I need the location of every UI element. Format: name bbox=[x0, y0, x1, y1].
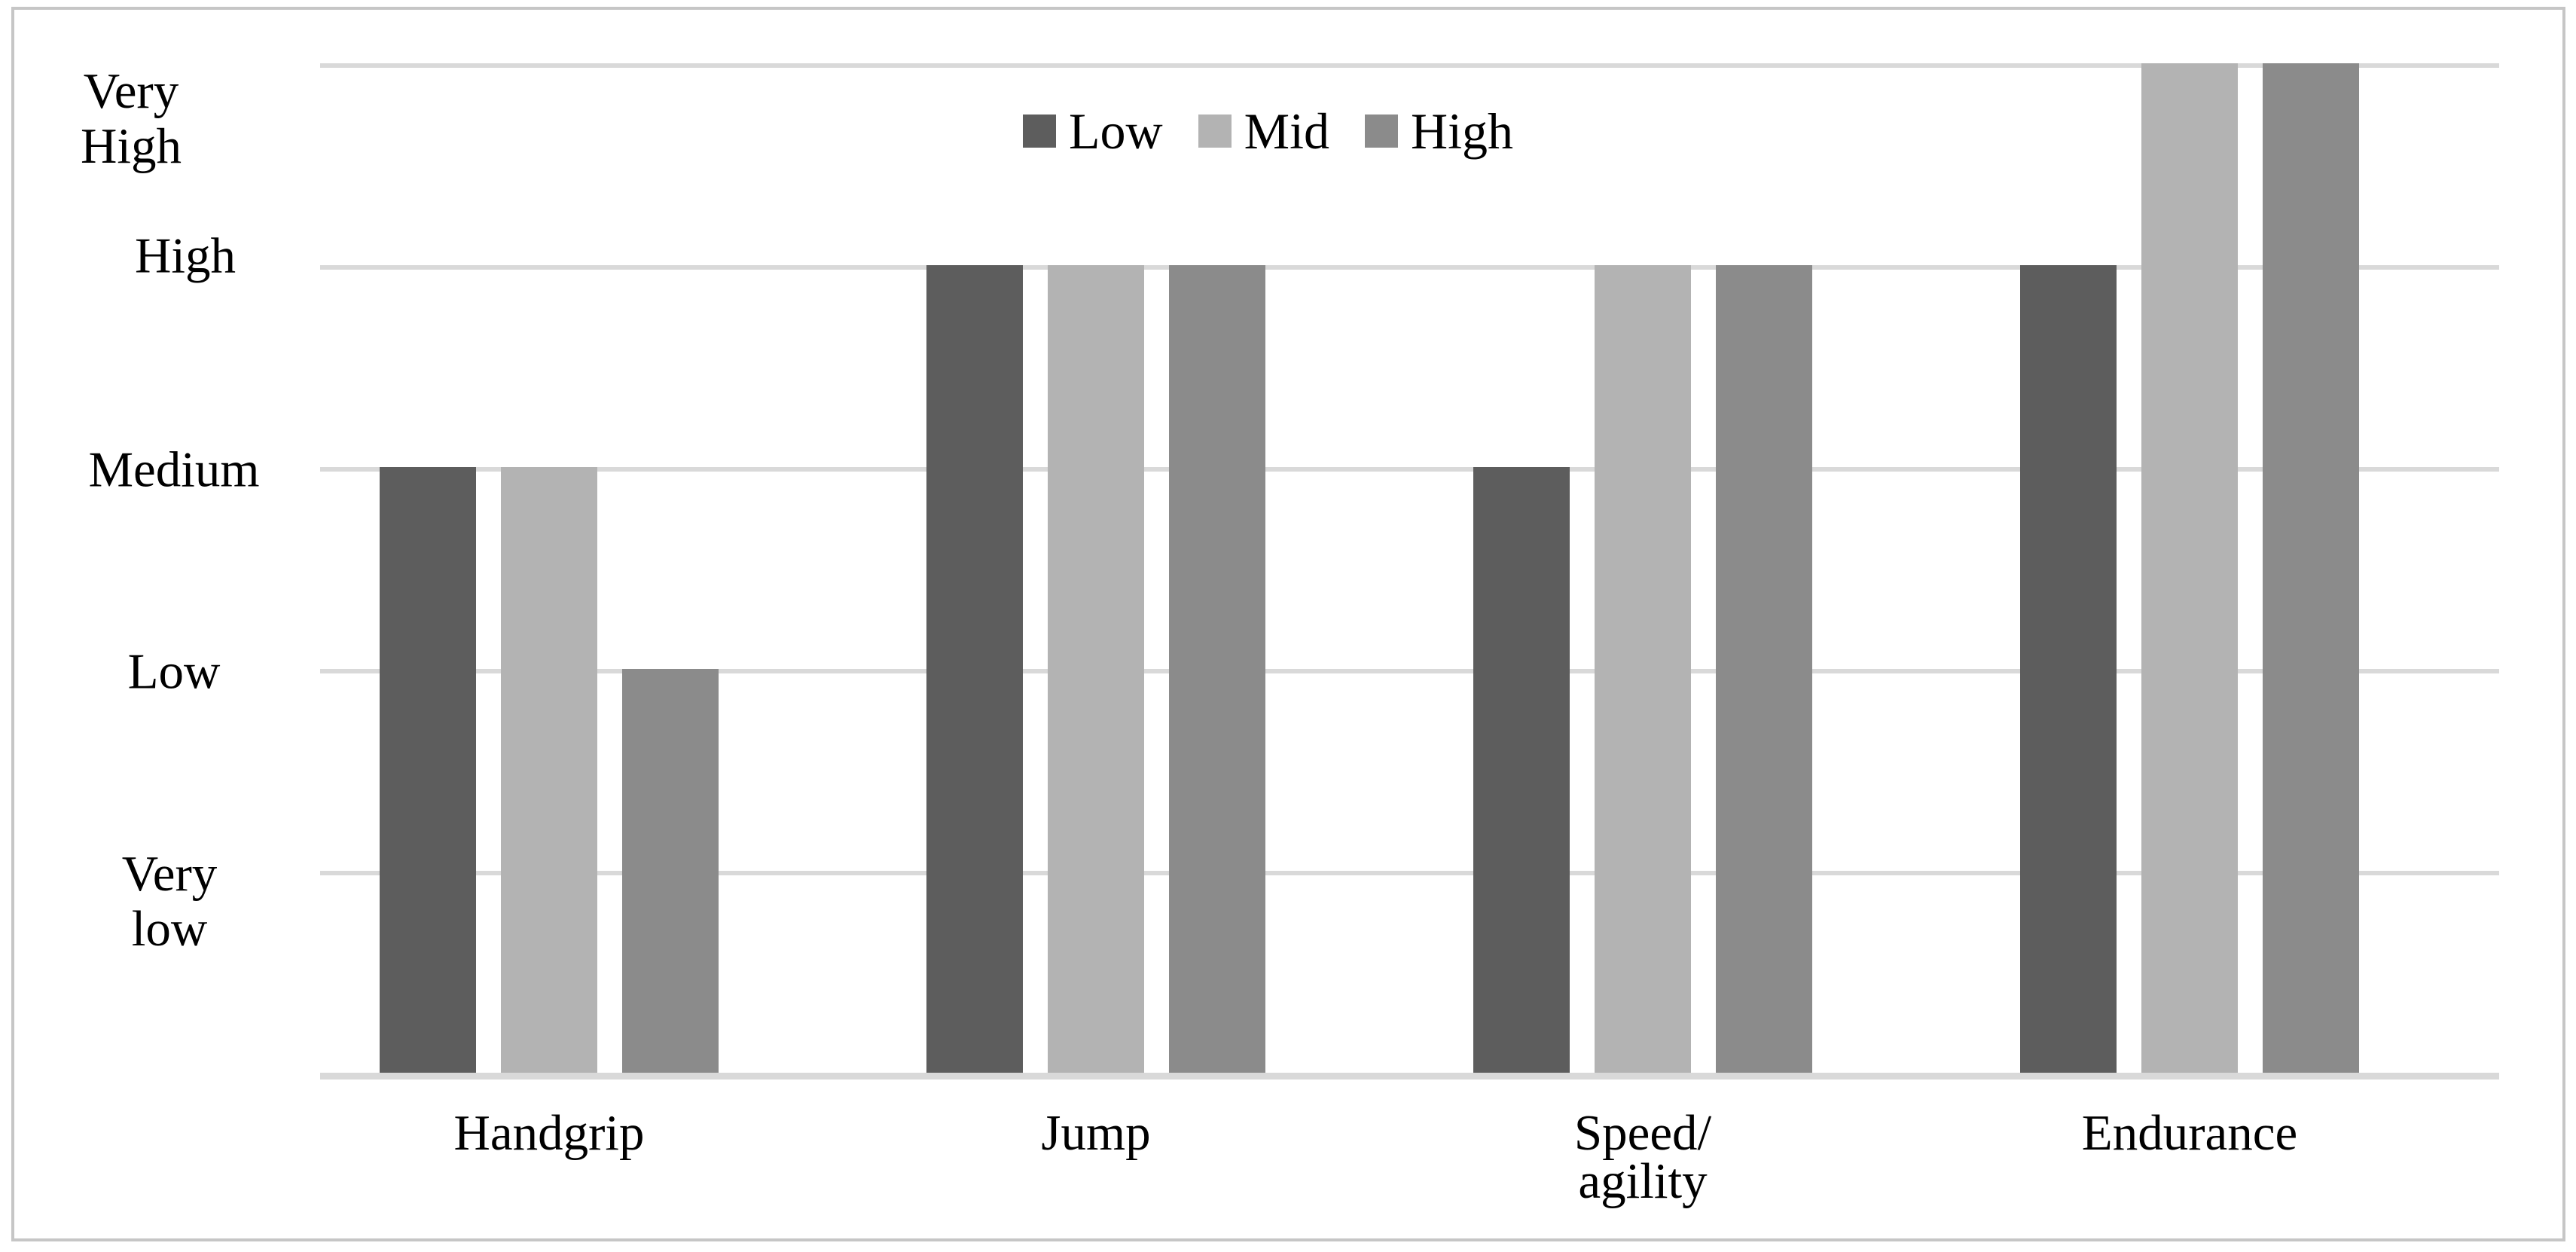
legend-item-low: Low bbox=[1023, 105, 1163, 157]
bar-low-handgrip bbox=[380, 467, 476, 1073]
y-axis-label-low: Low bbox=[127, 643, 221, 700]
legend-item-high: High bbox=[1365, 105, 1513, 157]
bar-high-handgrip bbox=[622, 669, 719, 1073]
bar-low-speed-agility bbox=[1473, 467, 1570, 1073]
legend-swatch-mid bbox=[1198, 115, 1232, 148]
legend-swatch-high bbox=[1365, 115, 1399, 148]
y-axis-label-high: High bbox=[135, 227, 236, 284]
y-axis-label-very-low: Very low bbox=[121, 846, 218, 957]
x-axis-label-endurance: Endurance bbox=[2081, 1105, 2298, 1161]
x-axis-label-speed-agility: Speed/ agility bbox=[1573, 1105, 1712, 1209]
y-axis-label-very-high: Very High bbox=[81, 63, 182, 174]
gridline-2 bbox=[320, 669, 2499, 673]
bar-mid-handgrip bbox=[501, 467, 597, 1073]
bar-low-endurance bbox=[2020, 265, 2117, 1073]
y-axis-label-medium: Medium bbox=[88, 441, 260, 498]
x-axis-line bbox=[320, 1073, 2499, 1079]
bar-mid-speed-agility bbox=[1595, 265, 1691, 1073]
bar-high-jump bbox=[1169, 265, 1265, 1073]
legend-label-mid: Mid bbox=[1244, 102, 1330, 160]
legend-label-high: High bbox=[1411, 102, 1514, 160]
bar-high-endurance bbox=[2263, 63, 2359, 1073]
gridline-1 bbox=[320, 871, 2499, 875]
legend-label-low: Low bbox=[1069, 102, 1163, 160]
bar-mid-endurance bbox=[2141, 63, 2238, 1073]
legend-swatch-low bbox=[1023, 115, 1056, 148]
legend-item-mid: Mid bbox=[1198, 105, 1329, 157]
x-axis-label-jump: Jump bbox=[1041, 1105, 1151, 1161]
gridline-5 bbox=[320, 63, 2499, 68]
legend: Low Mid High bbox=[1023, 105, 1513, 157]
gridline-3 bbox=[320, 467, 2499, 472]
bar-high-speed-agility bbox=[1716, 265, 1812, 1073]
gridline-4 bbox=[320, 265, 2499, 270]
x-axis-label-handgrip: Handgrip bbox=[453, 1105, 645, 1161]
bar-low-jump bbox=[926, 265, 1023, 1073]
bar-mid-jump bbox=[1048, 265, 1144, 1073]
